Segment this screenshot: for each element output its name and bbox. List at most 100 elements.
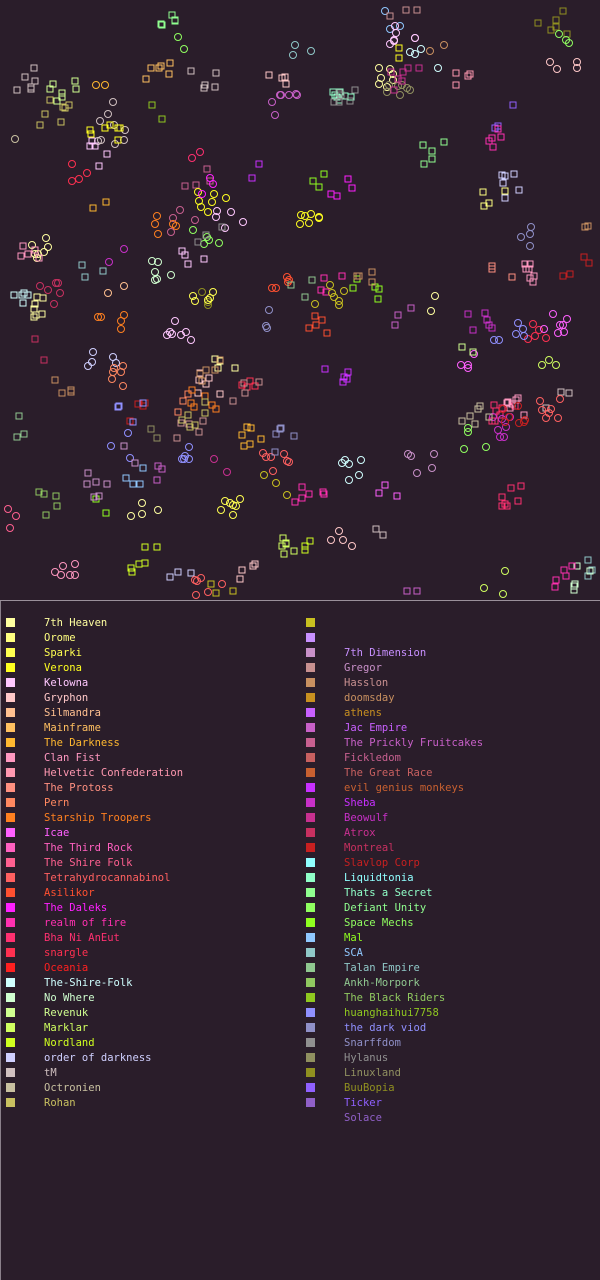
planet-marker[interactable] [13,433,21,441]
planet-marker[interactable] [92,478,100,486]
planet-marker[interactable] [501,194,509,202]
star-marker[interactable] [375,80,383,88]
planet-marker[interactable] [199,417,207,425]
planet-marker[interactable] [489,143,497,151]
star-marker[interactable] [268,284,276,292]
planet-marker[interactable] [198,377,206,385]
planet-marker[interactable] [335,89,343,97]
star-marker[interactable] [117,317,125,325]
planet-marker[interactable] [205,374,213,382]
star-marker[interactable] [192,591,200,599]
planet-marker[interactable] [277,424,285,432]
planet-marker[interactable] [194,389,202,397]
planet-marker[interactable] [571,580,579,588]
star-marker[interactable] [573,58,581,66]
planet-marker[interactable] [393,492,401,500]
planet-marker[interactable] [184,390,192,398]
planet-marker[interactable] [57,118,65,126]
star-marker[interactable] [538,361,546,369]
planet-marker[interactable] [184,260,192,268]
star-marker[interactable] [124,429,132,437]
planet-marker[interactable] [481,309,489,317]
planet-marker[interactable] [479,188,487,196]
star-marker[interactable] [174,33,182,41]
star-marker[interactable] [535,326,543,334]
planet-marker[interactable] [458,417,466,425]
planet-marker[interactable] [31,335,39,343]
planet-marker[interactable] [148,101,156,109]
star-marker[interactable] [501,567,509,575]
planet-marker[interactable] [114,136,122,144]
star-marker[interactable] [427,307,435,315]
star-marker[interactable] [554,414,562,422]
planet-marker[interactable] [187,569,195,577]
planet-marker[interactable] [200,255,208,263]
planet-marker[interactable] [231,364,239,372]
planet-marker[interactable] [20,430,28,438]
star-marker[interactable] [206,174,214,182]
star-marker[interactable] [154,258,162,266]
planet-marker[interactable] [498,493,506,501]
planet-marker[interactable] [566,270,574,278]
planet-marker[interactable] [87,130,95,138]
star-marker[interactable] [536,397,544,405]
star-marker[interactable] [526,242,534,250]
planet-marker[interactable] [49,80,57,88]
galaxy-map[interactable] [0,0,600,600]
planet-marker[interactable] [141,543,149,551]
star-marker[interactable] [117,368,125,376]
star-marker[interactable] [196,148,204,156]
planet-marker[interactable] [53,502,61,510]
planet-marker[interactable] [83,480,91,488]
planet-marker[interactable] [308,276,316,284]
star-marker[interactable] [272,284,280,292]
star-marker[interactable] [148,257,156,265]
planet-marker[interactable] [249,562,257,570]
planet-marker[interactable] [351,86,359,94]
star-marker[interactable] [83,169,91,177]
star-marker[interactable] [191,297,199,305]
star-marker[interactable] [127,512,135,520]
star-marker[interactable] [396,22,404,30]
planet-marker[interactable] [507,484,515,492]
star-marker[interactable] [71,571,79,579]
planet-marker[interactable] [521,260,529,268]
planet-marker[interactable] [194,238,202,246]
planet-marker[interactable] [522,265,530,273]
planet-marker[interactable] [372,525,380,533]
star-marker[interactable] [296,220,304,228]
star-marker[interactable] [88,358,96,366]
star-marker[interactable] [291,41,299,49]
star-marker[interactable] [105,258,113,266]
planet-marker[interactable] [276,425,284,433]
star-marker[interactable] [210,190,218,198]
planet-marker[interactable] [481,309,489,317]
planet-marker[interactable] [102,198,110,206]
planet-marker[interactable] [24,250,32,258]
planet-marker[interactable] [488,265,496,273]
star-marker[interactable] [169,220,177,228]
planet-marker[interactable] [298,494,306,502]
star-marker[interactable] [12,512,20,520]
star-marker[interactable] [66,571,74,579]
planet-marker[interactable] [387,68,395,76]
star-marker[interactable] [154,230,162,238]
planet-marker[interactable] [201,409,209,417]
star-marker[interactable] [104,289,112,297]
planet-marker[interactable] [413,6,421,14]
planet-marker[interactable] [526,274,534,282]
star-marker[interactable] [109,98,117,106]
star-marker[interactable] [357,456,365,464]
star-marker[interactable] [151,220,159,228]
planet-marker[interactable] [202,231,210,239]
planet-marker[interactable] [122,474,130,482]
planet-marker[interactable] [168,11,176,19]
planet-marker[interactable] [129,418,137,426]
planet-marker[interactable] [344,175,352,183]
star-marker[interactable] [285,458,293,466]
planet-marker[interactable] [510,170,518,178]
star-marker[interactable] [166,328,174,336]
planet-marker[interactable] [323,329,331,337]
star-marker[interactable] [176,206,184,214]
planet-marker[interactable] [120,442,128,450]
